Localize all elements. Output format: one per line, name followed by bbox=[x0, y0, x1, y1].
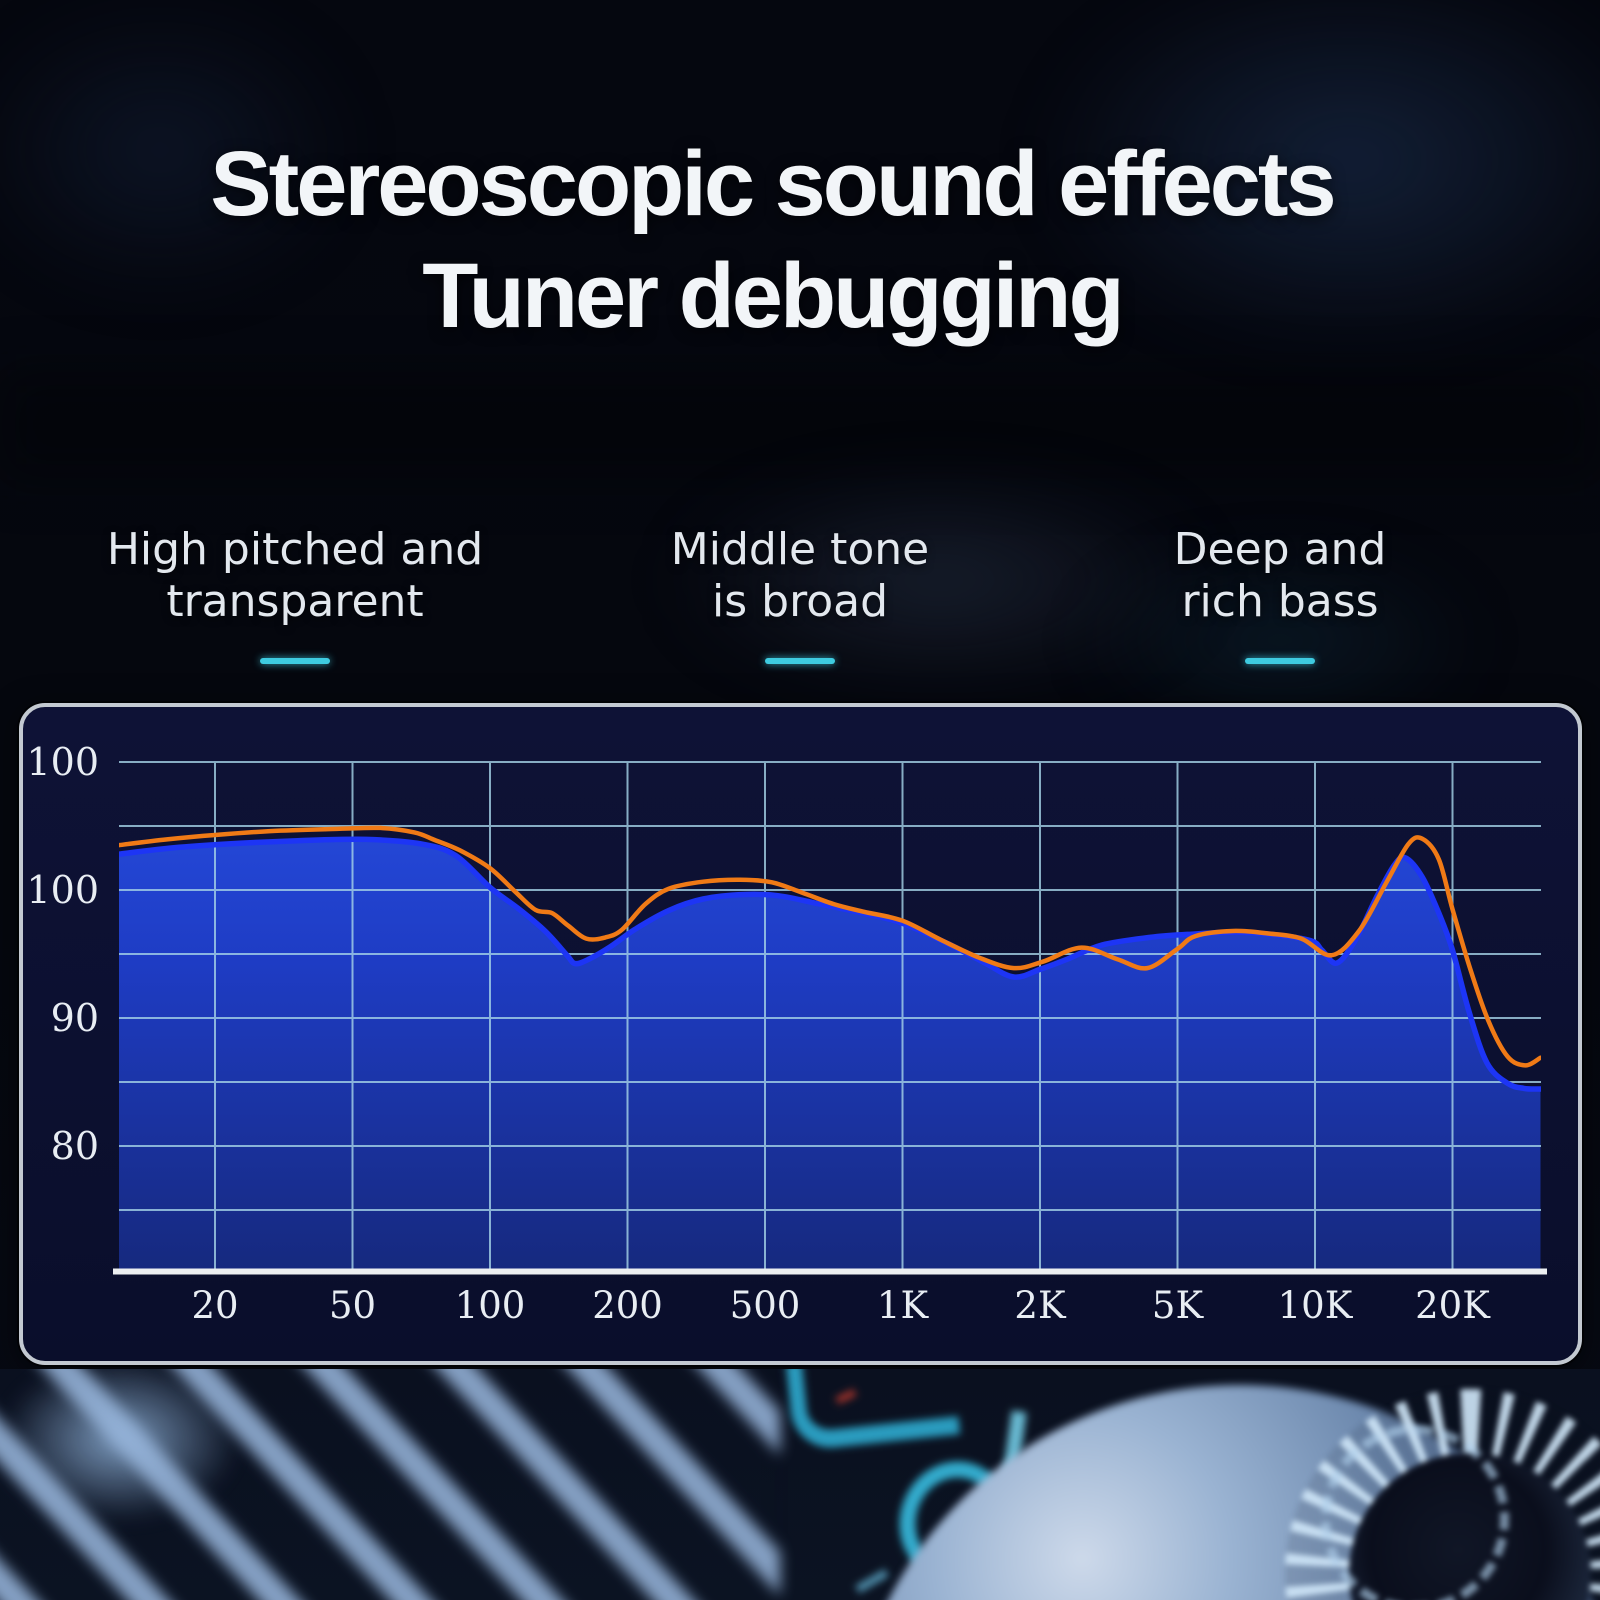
background-audio-gear-photo bbox=[0, 1369, 1600, 1600]
cyan-underline-bar bbox=[765, 658, 835, 664]
background-display-glyph bbox=[855, 1569, 889, 1593]
feature-caption-mids: Middle tone is broad bbox=[580, 524, 1020, 664]
feature-caption-treble: High pitched and transparent bbox=[75, 524, 515, 664]
frequency-response-panel bbox=[19, 703, 1582, 1365]
background-knob-inner-ring bbox=[1321, 1425, 1509, 1600]
page-title-line-1: Stereoscopic sound effects bbox=[210, 133, 1336, 235]
feature-caption-bass: Deep and rich bass bbox=[1060, 524, 1500, 664]
feature-caption-line: Deep and bbox=[1173, 524, 1387, 575]
background-heatsink-bars bbox=[0, 1369, 780, 1600]
background-display-glyph bbox=[785, 1369, 961, 1452]
cyan-underline-bar bbox=[1245, 658, 1315, 664]
feature-caption-line: Middle tone bbox=[670, 524, 930, 575]
feature-caption-line: transparent bbox=[166, 576, 424, 627]
page-title-line-2: Tuner debugging bbox=[422, 245, 1124, 347]
background-dark-band bbox=[0, 370, 1600, 480]
page-title: Stereoscopic sound effects Tuner debuggi… bbox=[0, 128, 1572, 352]
feature-caption-line: High pitched and bbox=[106, 524, 484, 575]
feature-caption-line: rich bass bbox=[1181, 576, 1379, 627]
cyan-underline-bar bbox=[260, 658, 330, 664]
feature-caption-line: is broad bbox=[712, 576, 888, 627]
